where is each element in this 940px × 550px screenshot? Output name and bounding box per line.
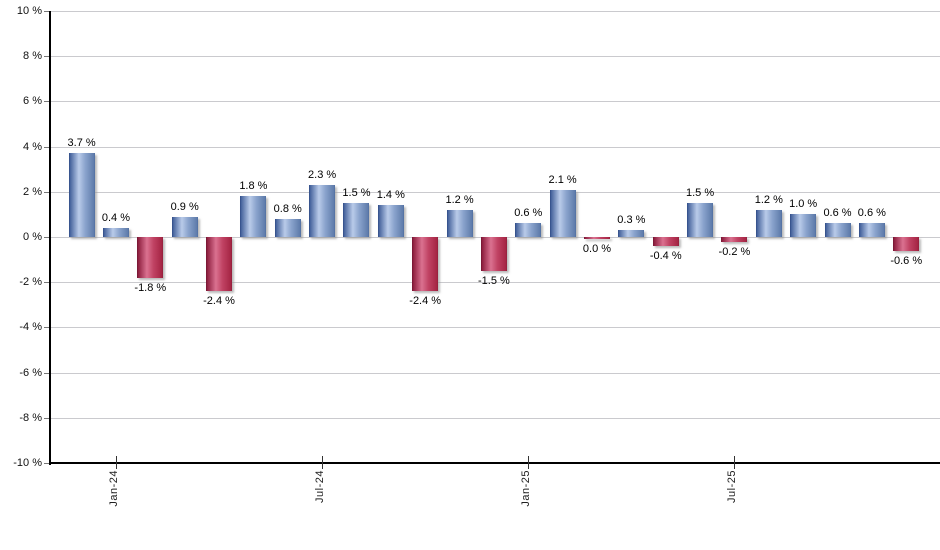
y-axis-label: 6 % — [23, 95, 42, 108]
bar-value-label-Jun-24: 0.8 % — [273, 202, 302, 215]
y-axis-tick — [44, 101, 49, 103]
bar-Sep-24 — [377, 205, 404, 237]
bar-Jun-25 — [687, 203, 714, 237]
bar-Jan-25 — [515, 223, 542, 237]
bar-Apr-24 — [206, 237, 233, 292]
bar-value-label-Nov-24: 1.2 % — [445, 193, 474, 206]
bar-value-label-Sep-24: 1.4 % — [376, 189, 405, 202]
x-axis-label: Jan-24 — [107, 470, 120, 507]
bar-value-label-Aug-24: 1.5 % — [342, 187, 371, 200]
bar-May-25 — [652, 237, 679, 247]
gridline--4 — [49, 327, 940, 329]
bar-Dec-23 — [68, 153, 95, 237]
bar-Feb-24 — [137, 237, 164, 278]
bar-Mar-25 — [584, 237, 610, 239]
bar-Dec-25 — [893, 237, 920, 251]
y-axis-label: 2 % — [23, 185, 42, 198]
bar-value-label-Jul-25: -0.2 % — [718, 245, 751, 258]
y-axis-tick — [44, 282, 49, 284]
bar-Jul-25 — [721, 237, 748, 242]
bar-value-label-May-25: -0.4 % — [649, 250, 682, 263]
bar-value-label-Dec-24: -1.5 % — [478, 274, 510, 287]
y-axis-tick — [44, 372, 49, 374]
y-axis-label: 8 % — [23, 50, 42, 63]
x-axis-tick — [115, 456, 117, 469]
y-axis-tick — [44, 463, 49, 464]
bar-value-label-Mar-25: 0.0 % — [582, 243, 612, 255]
bar-value-label-Aug-25: 1.2 % — [754, 193, 783, 206]
gridline-8 — [49, 56, 940, 58]
gridline--6 — [49, 372, 940, 374]
y-axis-tick — [44, 11, 49, 12]
y-axis-tick — [44, 417, 49, 419]
bar-value-label-May-24: 1.8 % — [239, 180, 268, 193]
y-axis-label: 0 % — [23, 231, 42, 243]
bar-Dec-24 — [480, 237, 507, 271]
y-axis-tick — [44, 191, 49, 193]
x-axis-tick — [322, 456, 324, 469]
bar-value-label-Dec-23: 3.7 % — [67, 137, 96, 150]
gridline--2 — [49, 282, 940, 284]
y-axis-label: -10 % — [13, 457, 42, 469]
y-axis-label: -8 % — [19, 411, 42, 424]
bar-value-label-Dec-25: -0.6 % — [890, 254, 923, 267]
bar-Apr-25 — [618, 230, 645, 237]
x-axis-tick — [734, 456, 736, 469]
bar-Sep-25 — [790, 214, 817, 237]
y-axis-label: -4 % — [19, 321, 42, 334]
y-axis-label: -2 % — [19, 276, 42, 289]
gridline-2 — [49, 191, 940, 193]
bar-value-label-Jan-25: 0.6 % — [514, 207, 543, 220]
bar-value-label-Mar-24: 0.9 % — [170, 200, 199, 213]
bar-value-label-Sep-25: 1.0 % — [789, 198, 818, 211]
y-axis-tick — [44, 56, 49, 58]
bar-Aug-24 — [343, 203, 370, 237]
bar-value-label-Feb-25: 2.1 % — [548, 173, 577, 186]
y-axis-label: 10 % — [16, 5, 42, 17]
y-axis-tick — [44, 237, 49, 238]
bar-value-label-Apr-24: -2.4 % — [203, 295, 235, 308]
y-axis-line — [49, 11, 51, 465]
bar-value-label-Jul-24: 2.3 % — [308, 169, 337, 182]
bar-value-label-Feb-24: -1.8 % — [134, 281, 167, 294]
bar-value-label-Jan-24: 0.4 % — [101, 211, 131, 224]
x-axis-tick — [528, 456, 530, 469]
bar-value-label-Nov-25: 0.6 % — [857, 207, 886, 220]
bar-Oct-25 — [824, 223, 851, 237]
gridline-4 — [49, 146, 940, 148]
bar-Mar-24 — [171, 216, 198, 237]
bar-May-24 — [240, 196, 267, 237]
bar-Feb-25 — [549, 189, 576, 237]
x-axis-label: Jul-24 — [314, 470, 327, 503]
bar-Aug-25 — [755, 209, 782, 237]
gridline-10 — [49, 11, 940, 12]
y-axis-tick — [44, 146, 49, 148]
x-axis-label: Jan-25 — [520, 470, 533, 507]
bar-Oct-24 — [412, 237, 439, 292]
bar-Nov-24 — [446, 209, 473, 237]
y-axis-tick — [44, 327, 49, 329]
bar-value-label-Oct-24: -2.4 % — [409, 295, 442, 308]
bar-Jun-24 — [274, 218, 301, 237]
bar-value-label-Jun-25: 1.5 % — [686, 187, 715, 200]
bar-Jul-24 — [309, 185, 336, 237]
y-axis-label: -6 % — [19, 366, 42, 379]
y-axis-label: 4 % — [23, 140, 42, 153]
gridline-6 — [49, 101, 940, 103]
gridline--8 — [49, 417, 940, 419]
bar-Nov-25 — [858, 223, 885, 237]
bar-Jan-24 — [102, 227, 129, 237]
x-axis-label: Jul-25 — [726, 470, 739, 503]
bar-value-label-Oct-25: 0.6 % — [823, 207, 852, 220]
x-axis-line — [49, 462, 940, 464]
bar-value-label-Apr-25: 0.3 % — [617, 214, 646, 227]
